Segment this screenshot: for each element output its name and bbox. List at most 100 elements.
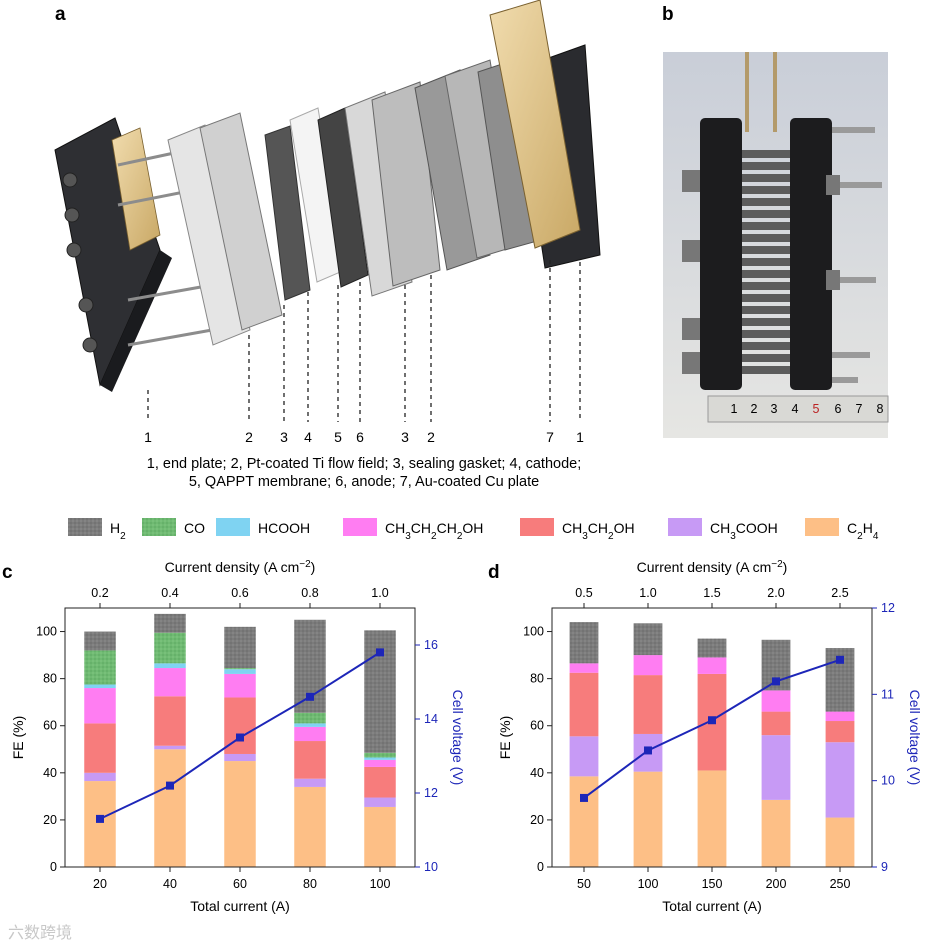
cell-voltage-point-60 (236, 733, 244, 742)
photo-stack-layers (742, 150, 790, 374)
svg-text:5: 5 (813, 402, 820, 416)
y-axis-label: FE (%) (497, 716, 513, 760)
bar-ch3ch2ch2oh-100 (364, 759, 396, 767)
chart-d: 0 20 40 60 80 100 9 10 11 12 50 0.5 100 1.0 150 1.5 200 2… (497, 559, 923, 915)
bar-c2h4-250 (825, 817, 855, 867)
bar-hcooh-80 (294, 723, 326, 727)
callout-2-right: 2 (427, 429, 435, 445)
legend-label-co: CO (184, 520, 205, 536)
y2-tick-label: 12 (881, 601, 895, 615)
y-tick-label: 100 (523, 625, 544, 639)
fittings (62, 172, 98, 353)
bar-hcooh-20 (84, 684, 116, 689)
legend-swatch-c2h4 (805, 518, 839, 536)
bar-c2h4-20 (84, 781, 116, 867)
callout-4: 4 (304, 429, 312, 445)
bar-ch3cooh-200 (761, 735, 791, 800)
legend-swatch-hcooh (216, 518, 250, 536)
cell-voltage-point-100 (644, 746, 652, 755)
bar-ch3ch2oh-20 (84, 723, 116, 773)
y-tick-label: 60 (530, 719, 544, 733)
cell-voltage-point-50 (580, 793, 588, 802)
bar-h2-40 (154, 613, 186, 633)
callout-5: 5 (334, 429, 342, 445)
bar-ch3cooh-100 (364, 797, 396, 807)
y-tick-label: 20 (530, 813, 544, 827)
cell-voltage-point-20 (96, 814, 104, 823)
bar-ch3ch2ch2oh-150 (697, 657, 727, 674)
bar-c2h4-100 (633, 771, 663, 867)
panel-d-label: d (488, 562, 500, 583)
top-tick-label: 2.0 (767, 586, 784, 600)
svg-text:8: 8 (877, 402, 884, 416)
bar-ch3ch2ch2oh-20 (84, 688, 116, 724)
y-tick-label: 40 (43, 766, 57, 780)
top-tick-label: 0.4 (161, 586, 178, 600)
bar-c2h4-60 (224, 761, 256, 867)
right-au-plate (489, 0, 581, 249)
legend-label-ch3cooh: CH3COOH (710, 520, 778, 542)
legend-swatch-co (142, 518, 176, 536)
x-tick-label: 20 (93, 877, 107, 891)
photo-ruler (707, 395, 889, 423)
cell-voltage-point-250 (836, 655, 844, 664)
top-tick-label: 2.5 (831, 586, 848, 600)
callout-3-left: 3 (280, 429, 288, 445)
bar-co-20 (84, 650, 116, 685)
photo-terminal-left (745, 52, 749, 132)
callout-3-right: 3 (401, 429, 409, 445)
bar-ch3ch2oh-100 (633, 675, 663, 734)
bar-ch3cooh-50 (569, 736, 599, 777)
callout-7: 7 (546, 429, 554, 445)
y2-tick-label: 16 (424, 638, 438, 652)
caption-line-2: 5, QAPPT membrane; 6, anode; 7, Au-coate… (189, 474, 539, 490)
callout-1-right: 1 (576, 429, 584, 445)
layer-anode (317, 107, 369, 288)
legend-label-hcooh: HCOOH (258, 520, 310, 536)
bar-h2-50 (569, 622, 599, 664)
photo-left-end-plate (700, 118, 742, 390)
bar-ch3cooh-250 (825, 742, 855, 818)
y-tick-label: 100 (36, 625, 57, 639)
cell-voltage-point-200 (772, 677, 780, 686)
legend-label-ch3ch2ch2oh: CH3CH2CH2OH (385, 520, 483, 542)
bar-ch3ch2oh-80 (294, 741, 326, 779)
bar-ch3ch2oh-200 (761, 711, 791, 736)
y2-tick-label: 14 (424, 712, 438, 726)
y2-tick-label: 10 (881, 774, 895, 788)
bar-c2h4-80 (294, 786, 326, 867)
legend-swatch-ch3ch2ch2oh (343, 518, 377, 536)
layer-gasket-left (199, 112, 283, 331)
x-axis-label: Total current (A) (662, 898, 762, 914)
top-tick-label: 0.2 (91, 586, 108, 600)
top-tick-label: 1.0 (371, 586, 388, 600)
cell-voltage-point-80 (306, 692, 314, 701)
legend-label-ch3ch2oh: CH3CH2OH (562, 520, 635, 542)
bar-h2-60 (224, 626, 256, 669)
bar-ch3ch2oh-250 (825, 721, 855, 743)
bar-ch3cooh-80 (294, 778, 326, 787)
ruler-numbers: 1 2 3 4 5 6 7 8 (731, 402, 884, 416)
bar-ch3ch2ch2oh-40 (154, 668, 186, 697)
bar-ch3cooh-20 (84, 772, 116, 782)
callout-leader-lines (147, 260, 581, 422)
y-tick-label: 80 (43, 672, 57, 686)
bar-co-60 (224, 668, 256, 670)
callout-6: 6 (356, 429, 364, 445)
panel-b: b (662, 4, 889, 438)
top-tick-label: 0.5 (575, 586, 592, 600)
panel-c-label: c (2, 562, 13, 583)
bar-c2h4-40 (154, 749, 186, 867)
left-current-collector (111, 127, 161, 251)
y2-axis-label: Cell voltage (V) (450, 690, 466, 786)
bar-c2h4-200 (761, 799, 791, 867)
svg-text:2: 2 (751, 402, 758, 416)
cell-voltage-point-150 (708, 716, 716, 725)
bar-c2h4-100 (364, 806, 396, 867)
panel-b-label: b (662, 4, 674, 25)
bar-h2-100 (633, 623, 663, 656)
layer-cathode (264, 125, 311, 301)
svg-text:1: 1 (731, 402, 738, 416)
y-tick-label: 20 (43, 813, 57, 827)
